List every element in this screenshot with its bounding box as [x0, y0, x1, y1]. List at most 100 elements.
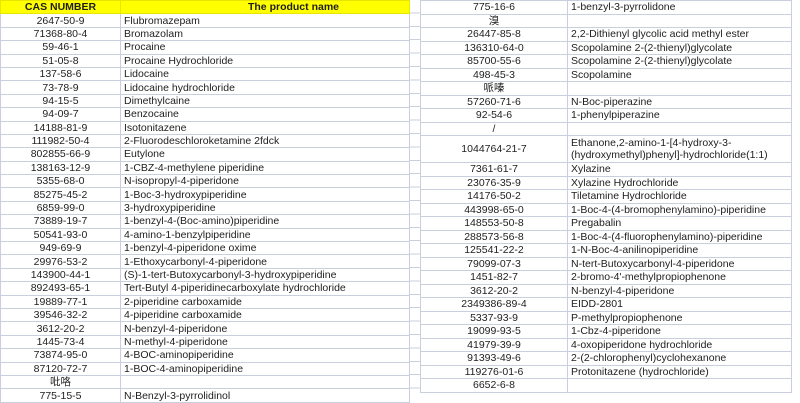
- cas-cell[interactable]: 14188-81-9: [0, 120, 121, 135]
- cas-cell[interactable]: 50541-93-0: [0, 227, 121, 243]
- product-name-cell[interactable]: (S)-1-tert-Butoxycarbonyl-3-hydroxypiper…: [120, 267, 410, 283]
- product-name-cell[interactable]: [567, 121, 792, 136]
- cas-cell[interactable]: 59-46-1: [0, 40, 121, 55]
- product-name-cell[interactable]: EIDD-2801: [567, 297, 792, 312]
- product-name-cell[interactable]: Xylazine: [567, 162, 792, 177]
- cas-cell[interactable]: 94-15-5: [0, 93, 121, 109]
- product-name-cell[interactable]: Scopolamine: [567, 67, 792, 82]
- cas-cell[interactable]: 5337-93-9: [420, 310, 568, 325]
- product-name-cell[interactable]: N-benzyl-4-piperidone: [567, 283, 792, 298]
- product-name-cell[interactable]: 2-Fluorodeschloroketamine 2fdck: [120, 133, 410, 149]
- product-name-cell[interactable]: [120, 374, 410, 390]
- product-name-cell[interactable]: Scopolamine 2-(2-thienyl)glycolate: [567, 54, 792, 69]
- product-name-cell[interactable]: Tiletamine Hydrochloride: [567, 189, 792, 204]
- cas-cell[interactable]: 7361-61-7: [420, 162, 568, 177]
- product-name-cell[interactable]: Procaine Hydrochloride: [120, 53, 410, 68]
- product-name-cell[interactable]: Lidocaine hydrochloride: [120, 80, 410, 95]
- cas-cell[interactable]: 26447-85-8: [420, 27, 568, 42]
- product-name-cell[interactable]: 1-Boc-3-hydroxypiperidine: [120, 187, 410, 202]
- cas-cell[interactable]: 137-58-6: [0, 66, 121, 82]
- cas-cell[interactable]: 85700-55-6: [420, 54, 568, 69]
- cas-cell[interactable]: 443998-65-0: [420, 202, 568, 217]
- product-name-cell[interactable]: Eutylone: [120, 147, 410, 162]
- product-name-cell[interactable]: Tert-Butyl 4-piperidinecarboxylate hydro…: [120, 281, 410, 296]
- product-name-cell[interactable]: 4-oxopiperidone hydrochloride: [567, 337, 792, 352]
- cas-cell[interactable]: 94-09-7: [0, 107, 121, 122]
- cas-cell[interactable]: 5355-68-0: [0, 174, 121, 189]
- product-name-cell[interactable]: 4-amino-1-benzylpiperidine: [120, 227, 410, 243]
- cas-cell[interactable]: 775-16-6: [420, 0, 568, 15]
- cas-cell[interactable]: 6652-6-8: [420, 378, 568, 393]
- cas-cell[interactable]: 哌嗪: [420, 81, 568, 96]
- cas-cell[interactable]: 79099-07-3: [420, 256, 568, 271]
- cas-cell[interactable]: 19889-77-1: [0, 294, 121, 309]
- cas-cell[interactable]: 39546-32-2: [0, 307, 121, 323]
- product-name-cell[interactable]: Bromazolam: [120, 26, 410, 42]
- product-name-cell[interactable]: N-Boc-piperazine: [567, 94, 792, 109]
- cas-cell[interactable]: 71368-80-4: [0, 26, 121, 42]
- cas-cell[interactable]: 949-69-9: [0, 241, 121, 256]
- product-name-cell[interactable]: 1-Cbz-4-piperidone: [567, 324, 792, 339]
- cas-cell[interactable]: 92-54-6: [420, 108, 568, 123]
- product-name-cell[interactable]: Benzocaine: [120, 107, 410, 122]
- cas-cell[interactable]: 29976-53-2: [0, 254, 121, 269]
- product-name-cell[interactable]: N-benzyl-4-piperidone: [120, 321, 410, 336]
- cas-cell[interactable]: 802855-66-9: [0, 147, 121, 162]
- product-name-cell[interactable]: Procaine: [120, 40, 410, 55]
- cas-cell[interactable]: 1451-82-7: [420, 270, 568, 285]
- product-name-cell[interactable]: Lidocaine: [120, 66, 410, 82]
- cas-cell[interactable]: 6859-99-0: [0, 200, 121, 216]
- cas-cell[interactable]: 85275-45-2: [0, 187, 121, 202]
- product-name-cell[interactable]: N-Benzyl-3-pyrrolidinol: [120, 388, 410, 403]
- cas-cell[interactable]: 2647-50-9: [0, 13, 121, 28]
- product-name-cell[interactable]: 2-(2-chlorophenyl)cyclohexanone: [567, 351, 792, 366]
- product-name-cell[interactable]: 4-BOC-aminopiperidine: [120, 348, 410, 363]
- cas-cell[interactable]: 57260-71-6: [420, 94, 568, 109]
- product-name-cell[interactable]: 1-N-Boc-4-anilinopiperidine: [567, 243, 792, 258]
- product-name-cell[interactable]: Pregabalin: [567, 216, 792, 231]
- cas-cell[interactable]: 138163-12-9: [0, 160, 121, 176]
- cas-cell[interactable]: 87120-72-7: [0, 361, 121, 376]
- cas-cell[interactable]: 3612-20-2: [420, 283, 568, 298]
- product-name-cell[interactable]: 1-phenylpiperazine: [567, 108, 792, 123]
- cas-cell[interactable]: 溴: [420, 13, 568, 28]
- product-name-cell[interactable]: N-isopropyl-4-piperidone: [120, 174, 410, 189]
- product-name-cell[interactable]: 1-benzyl-3-pyrrolidone: [567, 0, 792, 15]
- cas-cell[interactable]: 2349386-89-4: [420, 297, 568, 312]
- cas-cell[interactable]: 1044764-21-7: [420, 135, 568, 163]
- product-name-cell[interactable]: 1-BOC-4-aminopiperidine: [120, 361, 410, 376]
- product-name-cell[interactable]: 1-Ethoxycarbonyl-4-piperidone: [120, 254, 410, 269]
- product-name-cell[interactable]: Isotonitazene: [120, 120, 410, 135]
- product-name-cell[interactable]: 2-bromo-4'-methylpropiophenone: [567, 270, 792, 285]
- cas-cell[interactable]: 19099-93-5: [420, 324, 568, 339]
- product-name-cell[interactable]: Xylazine Hydrochloride: [567, 175, 792, 190]
- cas-cell[interactable]: 125541-22-2: [420, 243, 568, 258]
- product-name-cell[interactable]: [567, 81, 792, 96]
- cas-cell[interactable]: 136310-64-0: [420, 40, 568, 55]
- product-name-cell[interactable]: Protonitazene (hydrochloride): [567, 364, 792, 379]
- cas-cell[interactable]: 73874-95-0: [0, 348, 121, 363]
- cas-cell[interactable]: 111982-50-4: [0, 133, 121, 149]
- product-name-cell[interactable]: Ethanone,2-amino-1-[4-hydroxy-3-(hydroxy…: [567, 135, 792, 163]
- product-name-cell[interactable]: 1-Boc-4-(4-bromophenylamino)-piperidine: [567, 202, 792, 217]
- cas-cell[interactable]: 288573-56-8: [420, 229, 568, 244]
- cas-cell[interactable]: 51-05-8: [0, 53, 121, 68]
- product-name-cell[interactable]: Flubromazepam: [120, 13, 410, 28]
- cas-cell[interactable]: 73-78-9: [0, 80, 121, 95]
- product-name-cell[interactable]: 3-hydroxypiperidine: [120, 200, 410, 216]
- product-name-cell[interactable]: [567, 378, 792, 393]
- cas-cell[interactable]: 吡咯: [0, 374, 121, 390]
- product-name-cell[interactable]: N-methyl-4-piperidone: [120, 334, 410, 350]
- product-name-cell[interactable]: 1-CBZ-4-methylene piperidine: [120, 160, 410, 176]
- cas-cell[interactable]: 1445-73-4: [0, 334, 121, 350]
- cas-cell[interactable]: 119276-01-6: [420, 364, 568, 379]
- cas-cell[interactable]: 23076-35-9: [420, 175, 568, 190]
- product-name-cell[interactable]: 4-piperidine carboxamide: [120, 307, 410, 323]
- cas-cell[interactable]: 143900-44-1: [0, 267, 121, 283]
- cas-cell[interactable]: 148553-50-8: [420, 216, 568, 231]
- product-name-cell[interactable]: P-methylpropiophenone: [567, 310, 792, 325]
- product-name-cell[interactable]: 2,2-Dithienyl glycolic acid methyl ester: [567, 27, 792, 42]
- cas-cell[interactable]: 3612-20-2: [0, 321, 121, 336]
- cas-cell[interactable]: 892493-65-1: [0, 281, 121, 296]
- product-name-cell[interactable]: 2-piperidine carboxamide: [120, 294, 410, 309]
